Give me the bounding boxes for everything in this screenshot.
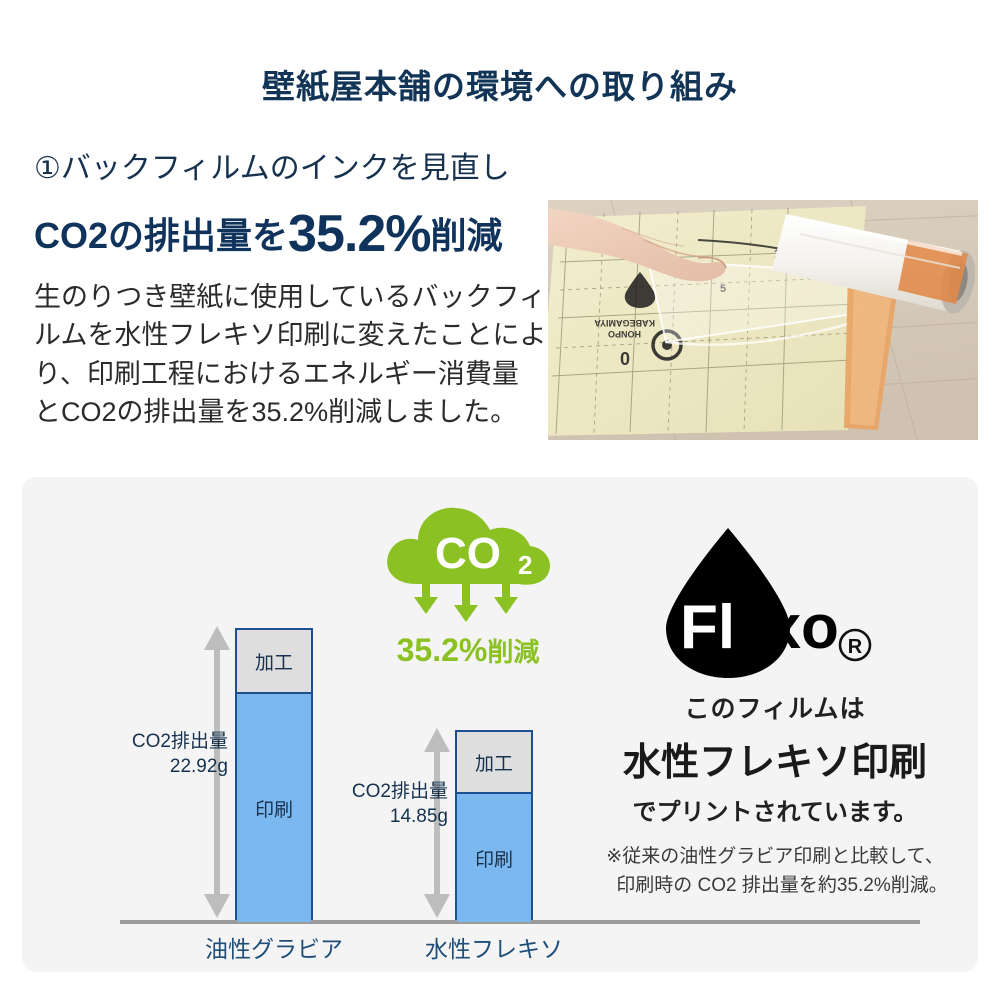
co2-cloud-icon: CO 2 (378, 498, 558, 628)
svg-text:KABEGAMIYA: KABEGAMIYA (594, 318, 655, 328)
svg-text:CO: CO (435, 529, 501, 578)
category-label-flexo: 水性フレキソ (425, 936, 563, 962)
chart-baseline (120, 920, 920, 924)
svg-text:exo: exo (732, 593, 839, 662)
headline-suffix: 削減 (430, 215, 503, 256)
body-line: ルムを水性フレキソ印刷に変えたことによ (34, 320, 547, 351)
bar-segment-printing: 印刷 (237, 694, 311, 922)
bar-segment-processing: 加工 (237, 630, 311, 694)
reduction-suffix: 削減 (487, 637, 540, 667)
bar-segment-printing: 印刷 (457, 794, 531, 922)
co2-bar-chart: CO2排出量 22.92g 加工 印刷 油性グラビア CO2排出量 14.85g… (100, 585, 930, 975)
value-label-line2: 14.85g (389, 805, 448, 827)
intro-lead: ①バックフィルムのインクを見直し (34, 152, 510, 185)
flexo-note-line2: 印刷時の CO2 排出量を約35.2%削減。 (616, 874, 948, 896)
headline-prefix: CO2の排出量を (34, 215, 289, 256)
flexo-line1: このフィルムは (684, 695, 866, 723)
body-line: り、印刷工程におけるエネルギー消費量 (34, 358, 519, 389)
body-line: 生のりつき壁紙に使用しているバックフィ (34, 282, 546, 312)
value-label-line1: CO2排出量 (351, 781, 448, 802)
bar-gravure: 加工 印刷 (235, 628, 313, 922)
intro-headline: CO2の排出量を35.2%削減 (34, 205, 564, 263)
svg-text:R: R (848, 636, 863, 658)
value-label-flexo: CO2排出量 14.85g (308, 780, 448, 829)
body-line: とCO2の排出量を35.2%削減しました。 (34, 396, 518, 427)
bar-flexo: 加工 印刷 (455, 730, 533, 922)
measure-arrow-flexo (424, 728, 450, 918)
page-title: 壁紙屋本舗の環境への取り組み (262, 68, 738, 105)
bar-segment-processing: 加工 (457, 732, 531, 794)
flexo-line2: 水性フレキソ印刷 (622, 742, 927, 784)
wallpaper-film-photo: KABEGAMIYA HONPO 0 5 10 (548, 200, 978, 440)
flexo-note-line1: ※従来の油性グラビア印刷と比較して、 (606, 846, 944, 867)
headline-percent: 35.2% (288, 205, 431, 263)
svg-text:2: 2 (518, 550, 532, 580)
reduction-number: 35.2% (396, 632, 488, 668)
svg-text:0: 0 (620, 349, 630, 369)
flexo-panel: Fl exo R このフィルムは 水性フレキソ印刷 でプリントされています。 ※… (590, 520, 960, 900)
svg-text:HONPO: HONPO (608, 329, 641, 339)
flexo-note: ※従来の油性グラビア印刷と比較して、 印刷時の CO2 排出量を約35.2%削減… (590, 843, 960, 900)
intro-body: 生のりつき壁紙に使用しているバックフィ ルムを水性フレキソ印刷に変えたことによ … (34, 278, 554, 431)
svg-text:Fl: Fl (680, 593, 735, 662)
value-label-line1: CO2排出量 (131, 731, 228, 752)
measure-arrow-gravure (204, 626, 230, 918)
flexo-line3: でプリントされています。 (632, 799, 918, 826)
flexo-logo: Fl exo R (640, 520, 910, 685)
value-label-gravure: CO2排出量 22.92g (88, 730, 228, 779)
value-label-line2: 22.92g (169, 755, 228, 777)
category-label-gravure: 油性グラビア (205, 936, 343, 962)
svg-text:5: 5 (720, 283, 726, 295)
reduction-value: 35.2%削減 (358, 634, 578, 666)
